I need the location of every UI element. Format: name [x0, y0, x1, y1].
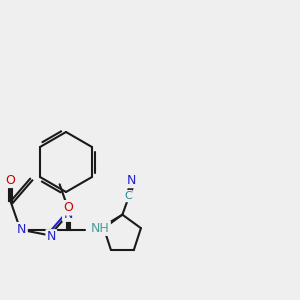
Text: O: O: [6, 174, 16, 187]
Text: N: N: [127, 174, 136, 187]
Text: N: N: [17, 223, 27, 236]
Text: NH: NH: [91, 222, 110, 235]
Text: N: N: [63, 208, 73, 221]
Text: O: O: [63, 201, 73, 214]
Text: N: N: [47, 230, 56, 243]
Text: C: C: [124, 191, 132, 201]
